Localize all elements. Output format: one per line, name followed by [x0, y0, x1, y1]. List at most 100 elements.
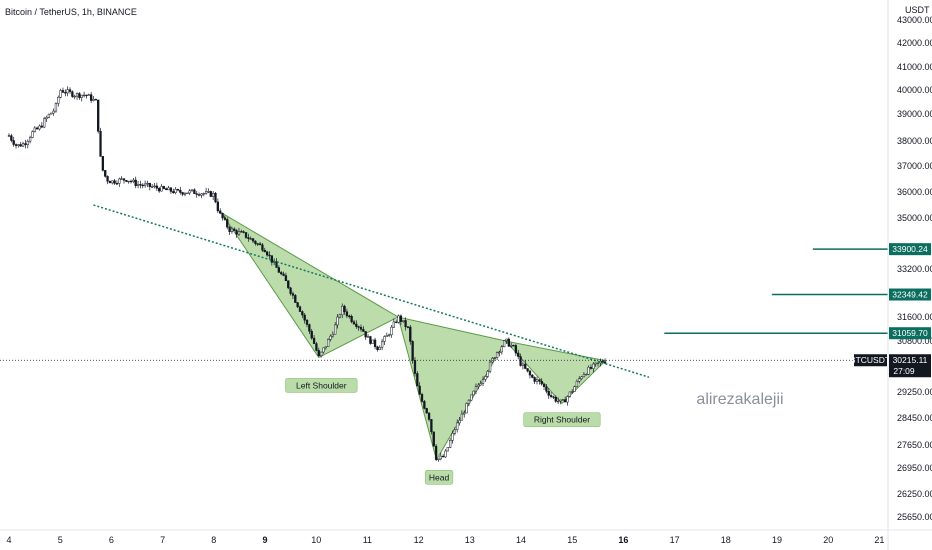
candle-body — [592, 363, 595, 369]
candle-body — [371, 339, 374, 344]
candle-body — [94, 99, 97, 101]
candle-body — [287, 280, 290, 289]
candle-body — [57, 96, 60, 104]
candle-body — [17, 144, 20, 146]
candle-body — [120, 178, 123, 180]
candle-body — [10, 135, 13, 141]
price-tag: 33900.24 — [889, 243, 931, 256]
candle-body — [153, 185, 156, 187]
x-tick-label: 6 — [109, 535, 114, 545]
candle-body — [573, 386, 576, 392]
candle-body — [362, 329, 365, 332]
candle-body — [498, 351, 501, 353]
candle-body — [71, 91, 74, 97]
candle-body — [75, 93, 79, 97]
candle-body — [204, 191, 208, 194]
candle-body — [38, 125, 41, 130]
candle-body — [589, 366, 593, 369]
countdown-text: 27:09 — [893, 366, 915, 376]
candle-body — [167, 187, 170, 191]
candle-body — [510, 345, 513, 347]
x-tick-label: 5 — [58, 535, 63, 545]
candle-body — [247, 237, 250, 239]
candle-body — [223, 217, 227, 220]
candle-body — [439, 455, 442, 460]
candle-body — [315, 343, 318, 351]
pattern-label-box — [424, 469, 454, 485]
y-tick-label: 27650.00 — [897, 440, 932, 450]
price-tag: 31059.70 — [889, 327, 931, 340]
candle-body — [104, 170, 107, 177]
candle-body — [397, 315, 400, 323]
candle-body — [214, 193, 217, 203]
candle-body — [338, 314, 342, 318]
price-tag-bg — [889, 327, 931, 340]
candle-body — [568, 391, 572, 397]
x-tick-label: 9 — [262, 535, 267, 545]
candle-body — [59, 90, 62, 98]
candle-body — [296, 302, 299, 308]
candle-body — [228, 226, 231, 232]
neckline[interactable] — [93, 204, 650, 378]
candle-body — [139, 184, 142, 186]
candle-layer — [7, 86, 607, 462]
candle-body — [355, 323, 358, 327]
candle-body — [357, 326, 360, 328]
x-tick-label: 12 — [414, 535, 424, 545]
candle-body — [348, 315, 351, 317]
candle-body — [294, 295, 297, 303]
y-tick-label: 31600.00 — [897, 312, 932, 322]
candle-body — [505, 338, 508, 341]
candle-body — [303, 314, 306, 321]
candle-body — [463, 412, 466, 415]
pattern-label-text: Left Shoulder — [296, 380, 347, 390]
candle-body — [158, 188, 161, 192]
pattern-label[interactable]: Right Shoulder — [523, 412, 601, 427]
candle-body — [517, 352, 520, 357]
candle-body — [564, 399, 567, 403]
x-tick-label: 16 — [618, 535, 628, 545]
x-tick-label: 7 — [160, 535, 165, 545]
candle-body — [521, 363, 525, 366]
candle-body — [477, 384, 480, 387]
y-tick-label: 26950.00 — [897, 463, 932, 473]
candle-body — [561, 399, 564, 401]
candle-body — [235, 230, 238, 235]
candle-body — [99, 130, 102, 157]
pattern-label-text: Right Shoulder — [534, 415, 590, 425]
candle-body — [143, 183, 147, 186]
candle-body — [392, 321, 396, 328]
candle-body — [165, 188, 168, 191]
candle-body — [160, 186, 163, 192]
candle-body — [533, 377, 536, 382]
candle-body — [125, 180, 128, 182]
candle-body — [118, 178, 121, 184]
candle-body — [33, 127, 36, 132]
pattern-label-box — [285, 378, 358, 393]
symbol-tag-bg — [854, 354, 887, 367]
candle-body — [319, 351, 323, 357]
candle-body — [310, 330, 313, 339]
candle-body — [186, 192, 189, 195]
candle-body — [209, 191, 212, 197]
y-tick-label: 38000.00 — [897, 136, 932, 146]
candle-body — [80, 94, 83, 98]
candle-body — [402, 320, 405, 322]
candle-body — [92, 99, 95, 101]
x-tick-label: 19 — [772, 535, 782, 545]
candle-body — [364, 331, 367, 338]
pattern-label[interactable]: Left Shoulder — [285, 378, 358, 393]
candle-body — [254, 240, 257, 244]
candle-body — [129, 180, 133, 183]
pattern-label[interactable]: Head — [424, 469, 454, 485]
candle-body — [195, 193, 198, 195]
candle-body — [221, 212, 224, 219]
candle-body — [141, 184, 144, 187]
candle-body — [172, 191, 175, 193]
candle-body — [14, 144, 18, 146]
candle-body — [378, 347, 381, 350]
candle-body — [275, 261, 278, 268]
candle-body — [28, 137, 32, 142]
y-tick-label: 42000.00 — [897, 38, 932, 48]
